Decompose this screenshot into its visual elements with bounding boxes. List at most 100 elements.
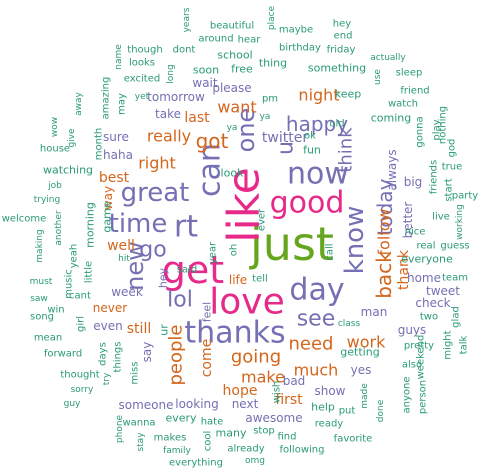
- cloud-word: girl: [76, 316, 87, 332]
- cloud-word: sleep: [396, 68, 423, 79]
- cloud-word: another: [54, 210, 64, 245]
- cloud-word: done: [376, 399, 386, 422]
- cloud-word: every: [165, 412, 197, 425]
- cloud-word: home: [407, 271, 441, 285]
- cloud-word: following: [280, 445, 325, 456]
- cloud-word: makes: [154, 433, 187, 444]
- cloud-word: true: [442, 162, 463, 173]
- cloud-word: two: [420, 312, 438, 323]
- cloud-word: go: [139, 238, 166, 263]
- cloud-word: got: [196, 129, 229, 153]
- cloud-word: find: [278, 432, 297, 443]
- cloud-word: really: [147, 127, 191, 146]
- cloud-word: amazing: [101, 77, 112, 120]
- cloud-word: hear: [238, 35, 262, 46]
- cloud-word: maybe: [279, 25, 313, 36]
- cloud-word: house: [40, 144, 70, 155]
- cloud-word: guess: [440, 241, 469, 252]
- cloud-word: check: [415, 296, 450, 310]
- cloud-word: beautiful: [210, 21, 254, 32]
- cloud-word: one: [232, 108, 260, 153]
- cloud-word: can: [193, 143, 228, 197]
- cloud-word: yeah: [69, 244, 80, 269]
- cloud-word: person: [418, 380, 429, 414]
- cloud-word: awesome: [245, 411, 302, 425]
- cloud-word: start: [444, 178, 455, 201]
- cloud-word: nothing: [438, 106, 449, 144]
- cloud-word: mean: [34, 333, 62, 344]
- cloud-word: hope: [223, 383, 258, 399]
- cloud-word: thanks: [184, 316, 285, 351]
- cloud-word: haha: [103, 148, 133, 162]
- cloud-word: free: [231, 63, 253, 76]
- cloud-word: hate: [201, 417, 224, 428]
- cloud-word: welcome: [2, 214, 47, 225]
- cloud-word: people: [166, 324, 187, 385]
- cloud-word: next: [232, 397, 259, 411]
- cloud-word: cant: [69, 291, 91, 302]
- cloud-word: win: [47, 305, 64, 316]
- cloud-word: family: [163, 446, 191, 456]
- cloud-word: old: [329, 119, 344, 130]
- cloud-word: back: [372, 251, 396, 299]
- cloud-word: things: [113, 342, 124, 373]
- cloud-word: thing: [259, 57, 287, 70]
- cloud-word: ok: [304, 131, 316, 142]
- cloud-word: lol: [167, 288, 193, 313]
- cloud-word: never: [93, 301, 127, 315]
- cloud-word: days: [98, 342, 109, 366]
- cloud-word: year: [208, 241, 219, 264]
- cloud-word: look: [221, 167, 245, 180]
- cloud-word: weekend: [416, 335, 427, 380]
- cloud-word: already: [227, 444, 264, 455]
- cloud-word: yet: [135, 92, 150, 102]
- cloud-word: play: [432, 119, 443, 140]
- cloud-word: miss: [130, 362, 141, 385]
- cloud-word: cool: [203, 431, 214, 452]
- cloud-word: new: [121, 241, 149, 291]
- cloud-word: saw: [30, 294, 48, 304]
- cloud-word: everything: [169, 458, 223, 469]
- cloud-word: thought: [60, 370, 99, 381]
- cloud-word: stop: [253, 426, 275, 437]
- cloud-word: omg: [245, 456, 265, 466]
- cloud-word: wanna: [122, 418, 155, 429]
- cloud-word: getting: [340, 346, 379, 359]
- cloud-word: try: [102, 372, 112, 385]
- cloud-word: now: [287, 157, 349, 192]
- cloud-word: music: [64, 269, 75, 299]
- cloud-word: live: [432, 212, 450, 223]
- cloud-word: talk: [459, 335, 470, 354]
- cloud-word: god: [447, 139, 458, 158]
- cloud-word: good: [270, 186, 345, 221]
- cloud-word: name: [114, 44, 124, 70]
- cloud-word: just: [249, 217, 334, 271]
- cloud-word: dont: [173, 45, 196, 56]
- cloud-word: glad: [451, 306, 462, 328]
- cloud-word: made: [360, 383, 370, 409]
- cloud-word: first: [275, 392, 303, 408]
- cloud-word: real: [417, 241, 436, 252]
- cloud-word: someone: [119, 398, 174, 412]
- cloud-word: today: [373, 178, 397, 235]
- cloud-word: hit: [118, 254, 130, 264]
- cloud-word: end: [334, 31, 353, 42]
- cloud-word: years: [182, 7, 192, 32]
- cloud-word: long: [166, 64, 176, 83]
- cloud-word: show: [314, 384, 345, 398]
- cloud-word: say: [140, 342, 154, 363]
- cloud-word: right: [138, 154, 176, 173]
- cloud-word: away: [74, 91, 84, 115]
- cloud-word: big: [404, 175, 423, 189]
- cloud-word: twitter: [262, 130, 308, 146]
- cloud-word: watch: [388, 99, 418, 110]
- cloud-word: take: [155, 107, 181, 121]
- cloud-word: keep: [335, 88, 362, 101]
- cloud-word: thank: [396, 249, 412, 290]
- cloud-word: want: [217, 98, 256, 117]
- cloud-word: think: [336, 127, 357, 173]
- cloud-word: love: [209, 282, 284, 323]
- cloud-word: guys: [398, 323, 427, 337]
- cloud-word: pm: [262, 94, 278, 105]
- cloud-word: wish: [272, 381, 283, 404]
